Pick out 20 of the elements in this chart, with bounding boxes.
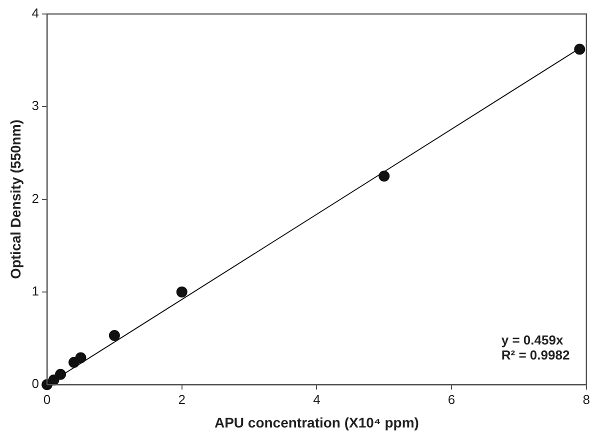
x-tick-label: 6 <box>448 392 456 407</box>
annotation: y = 0.459x <box>501 332 564 348</box>
point <box>55 368 66 380</box>
y-axis-title: Optical Density (550nm) <box>7 120 24 280</box>
x-tick-label: 8 <box>582 392 590 407</box>
x-tick-label: 2 <box>178 392 186 407</box>
y-tick-label: 0 <box>32 376 40 392</box>
x-tick-label: 4 <box>313 392 320 407</box>
annotation: R² = 0.9982 <box>501 348 570 363</box>
y-tick-label: 2 <box>32 190 40 206</box>
x-tick-label: 0 <box>43 392 51 407</box>
y-tick-label: 1 <box>32 284 40 299</box>
point <box>75 352 86 364</box>
point <box>108 330 120 341</box>
point <box>574 44 586 55</box>
point <box>378 170 390 182</box>
point <box>176 286 188 298</box>
x-axis-title: APU concentration (X10⁴ ppm) <box>214 414 419 430</box>
y-tick-label: 4 <box>32 6 40 21</box>
y-tick-label: 3 <box>32 98 40 114</box>
